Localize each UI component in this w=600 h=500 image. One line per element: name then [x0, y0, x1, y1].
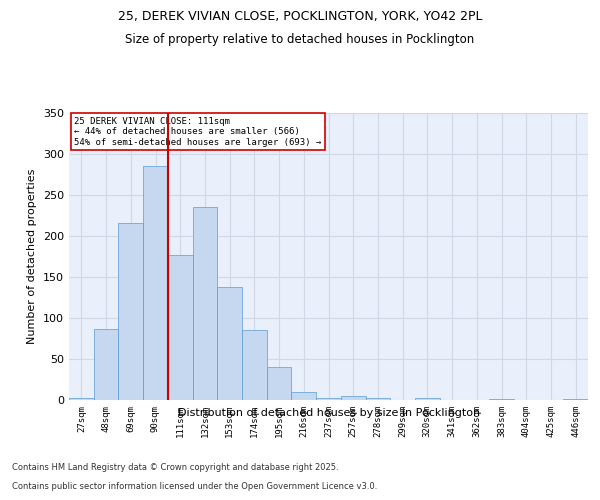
Bar	[415, 398, 440, 400]
Bar	[242, 330, 267, 400]
Bar	[193, 207, 217, 400]
Bar	[365, 398, 390, 400]
Bar	[563, 399, 588, 400]
Text: 25, DEREK VIVIAN CLOSE, POCKLINGTON, YORK, YO42 2PL: 25, DEREK VIVIAN CLOSE, POCKLINGTON, YOR…	[118, 10, 482, 23]
Bar	[489, 399, 514, 400]
Bar	[292, 392, 316, 400]
Bar	[168, 254, 193, 400]
Text: Size of property relative to detached houses in Pocklington: Size of property relative to detached ho…	[125, 32, 475, 46]
Text: Contains public sector information licensed under the Open Government Licence v3: Contains public sector information licen…	[12, 482, 377, 491]
Bar	[341, 396, 365, 400]
Bar	[94, 330, 118, 400]
Bar	[118, 222, 143, 400]
Bar	[143, 166, 168, 400]
Bar	[267, 367, 292, 400]
Y-axis label: Number of detached properties: Number of detached properties	[28, 168, 37, 344]
Text: Contains HM Land Registry data © Crown copyright and database right 2025.: Contains HM Land Registry data © Crown c…	[12, 464, 338, 472]
Text: 25 DEREK VIVIAN CLOSE: 111sqm
← 44% of detached houses are smaller (566)
54% of : 25 DEREK VIVIAN CLOSE: 111sqm ← 44% of d…	[74, 117, 322, 146]
Bar	[69, 398, 94, 400]
Bar	[316, 398, 341, 400]
Text: Distribution of detached houses by size in Pocklington: Distribution of detached houses by size …	[178, 408, 480, 418]
Bar	[217, 286, 242, 400]
